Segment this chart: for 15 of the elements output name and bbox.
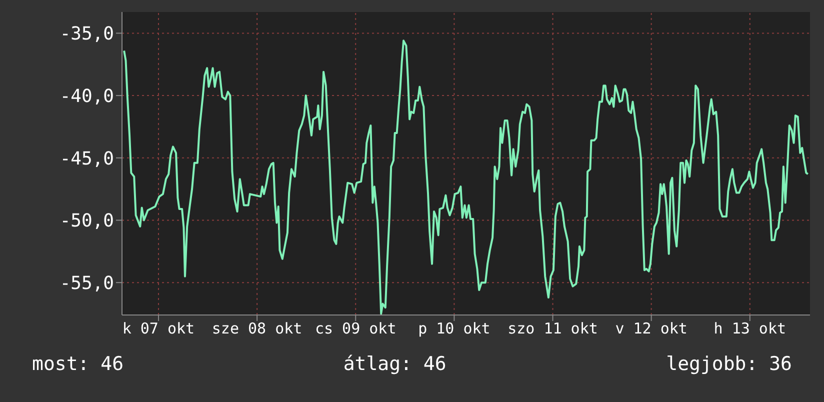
y-tick-label: -45,0 [60,148,114,170]
text: átlag: 46 [343,353,446,375]
x-tick-label: sze 08 okt [212,320,302,338]
y-tick-label: -55,0 [60,272,114,294]
x-tick-label: szo 11 okt [508,320,598,338]
y-tick-label: -35,0 [60,24,114,45]
y-tick-label: -40,0 [60,86,114,107]
x-tick-label: k 07 okt [122,320,195,338]
x-tick-label: v 12 okt [615,320,688,338]
x-tick-label: p 10 okt [418,320,490,338]
x-tick-label: cs 09 okt [314,320,396,338]
text: most: 46 [32,353,124,375]
y-tick-label: -50,0 [60,210,114,232]
text: legjobb: 36 [666,353,792,375]
x-tick-label: h 13 okt [714,320,786,338]
